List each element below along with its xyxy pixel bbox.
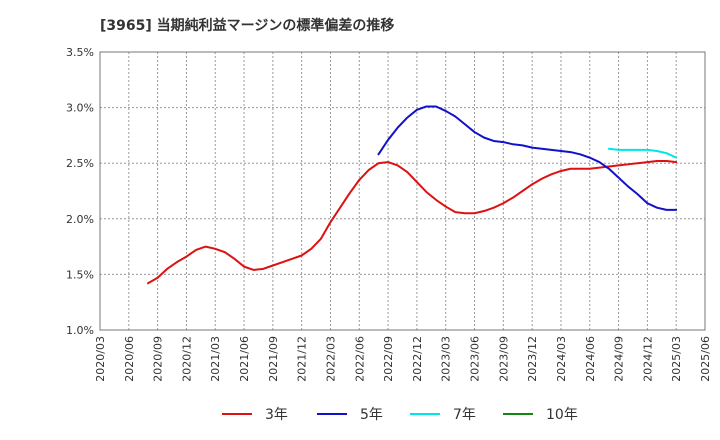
x-tick-label: 2025/03: [670, 336, 683, 382]
x-tick-label: 2020/09: [152, 336, 165, 382]
x-axis: 2020/03 2020/06 2020/09 2020/12 2021/03 2021/…: [94, 336, 712, 382]
series-line-2: [607, 147, 678, 159]
x-tick-label: 2020/12: [180, 336, 193, 382]
grid: [100, 52, 705, 330]
x-tick-label: 2024/06: [584, 336, 597, 382]
x-tick-label: 2024/09: [613, 336, 626, 382]
x-tick-label: 2024/12: [641, 336, 654, 382]
x-tick-label: 2023/12: [526, 336, 539, 382]
plot-area: [99, 51, 706, 331]
x-tick-label: 2021/06: [238, 336, 251, 382]
legend-label-3: 10年: [546, 407, 578, 423]
legend-label-1: 5年: [360, 407, 383, 423]
y-tick-label: 3.5%: [66, 46, 94, 59]
x-tick-label: 2021/09: [267, 336, 280, 382]
x-tick-label: 2022/12: [411, 336, 424, 382]
x-tick-label: 2020/03: [94, 336, 107, 382]
x-tick-label: 2023/06: [469, 336, 482, 382]
chart-title: [3965] 当期純利益マージンの標準偏差の推移: [100, 17, 394, 34]
x-tick-label: 2021/03: [209, 336, 222, 382]
x-tick-label: 2020/06: [123, 336, 136, 382]
series-lines: [147, 105, 678, 285]
series-line-1: [377, 105, 678, 211]
y-tick-label: 1.0%: [66, 324, 94, 337]
x-tick-label: 2023/09: [497, 336, 510, 382]
x-tick-label: 2022/03: [324, 336, 337, 382]
legend: 3年 5年 7年 10年: [222, 407, 578, 423]
legend-label-0: 3年: [265, 407, 288, 423]
y-tick-label: 2.0%: [66, 213, 94, 226]
x-tick-label: 2021/12: [296, 336, 309, 382]
x-tick-label: 2022/09: [382, 336, 395, 382]
series-line-0: [147, 159, 678, 285]
x-tick-label: 2022/06: [353, 336, 366, 382]
x-tick-label: 2025/06: [699, 336, 712, 382]
x-tick-label: 2023/03: [440, 336, 453, 382]
legend-label-2: 7年: [453, 407, 476, 423]
y-tick-label: 2.5%: [66, 157, 94, 170]
y-tick-label: 3.0%: [66, 102, 94, 115]
y-tick-label: 1.5%: [66, 268, 94, 281]
x-tick-label: 2024/03: [555, 336, 568, 382]
y-axis: 1.0% 1.5% 2.0% 2.5% 3.0% 3.5%: [66, 46, 94, 337]
